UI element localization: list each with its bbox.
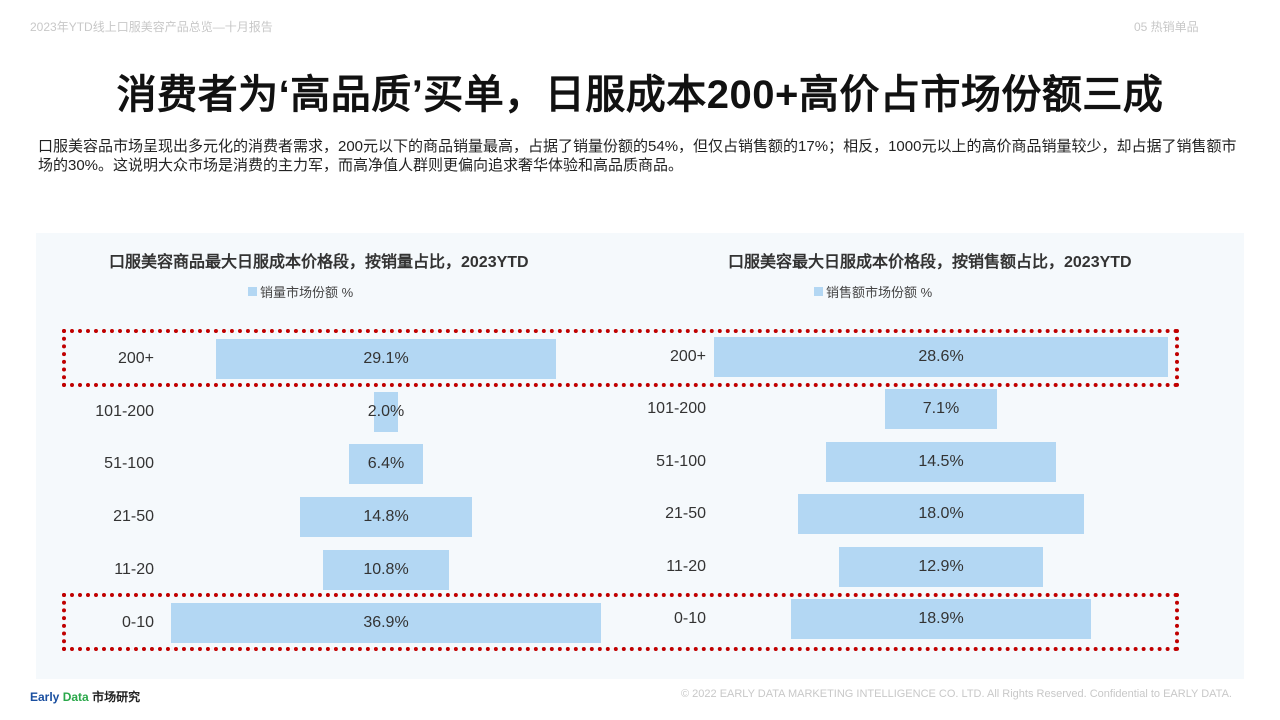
category-label: 21-50: [113, 508, 154, 526]
bar-21-50: [299, 497, 473, 538]
category-label: 11-20: [114, 560, 154, 578]
bar-0-10: [790, 599, 1091, 639]
highlight-box-200+: [62, 329, 1179, 387]
category-label: 200+: [669, 348, 706, 365]
bar-101-200: [884, 389, 998, 430]
bar-200+: [216, 339, 556, 379]
bar-51-100: [348, 444, 424, 485]
category-label: 51-100: [656, 452, 706, 470]
bar-11-20: [838, 546, 1044, 587]
section-label: 05 热销单品: [1134, 20, 1199, 34]
legend-swatch: [814, 287, 823, 296]
sales-value-chart: 口服美容最大日服成本价格段，按销售额占比，2023YTD 销售额市场份额 % 2…: [636, 233, 1244, 679]
category-label: 0-10: [673, 610, 706, 627]
report-header-title: 2023年YTD线上口服美容产品总览—十月报告: [30, 20, 273, 34]
highlight-box-0-10: [62, 592, 1179, 651]
bar-value-label: 29.1%: [363, 350, 409, 367]
sales-volume-chart: 口服美容商品最大日服成本价格段，按销量占比，2023YTD 销量市场份额 % 2…: [36, 233, 636, 679]
bar-value-label: 12.9%: [918, 557, 964, 575]
page-title: 消费者为‘高品质’买单，日服成本200+高价占市场份额三成: [116, 73, 1164, 117]
bar-value-label: 2.0%: [367, 402, 405, 420]
legend-label: 销量市场份额 %: [260, 285, 354, 300]
category-label: 21-50: [665, 505, 706, 523]
bar-value-label: 7.1%: [922, 400, 960, 418]
bar-value-label: 36.9%: [363, 613, 409, 631]
copyright-notice: © 2022 EARLY DATA MARKETING INTELLIGENCE…: [681, 688, 1232, 700]
chart-legend: 销量市场份额 %: [248, 282, 353, 301]
brand-logo: Early Data 市场研究: [30, 688, 140, 705]
category-label: 101-200: [647, 400, 706, 418]
chart-panel: 口服美容商品最大日服成本价格段，按销量占比，2023YTD 销量市场份额 % 2…: [36, 233, 1244, 679]
bar-0-10: [171, 602, 601, 643]
legend-swatch: [248, 287, 257, 296]
bar-200+: [714, 337, 1168, 377]
bar-101-200: [374, 391, 398, 432]
legend-label: 销售额市场份额 %: [826, 285, 933, 300]
page-description: 口服美容品市场呈现出多元化的消费者需求，200元以下的商品销量最高，占据了销量份…: [38, 138, 1237, 174]
bar-value-label: 18.0%: [918, 505, 964, 523]
bar-value-label: 14.5%: [918, 452, 964, 470]
chart-title: 口服美容最大日服成本价格段，按销售额占比，2023YTD: [728, 254, 1132, 271]
category-label: 11-20: [666, 557, 706, 575]
logo-cn-text: 市场研究: [92, 690, 141, 704]
chart-legend: 销售额市场份额 %: [814, 282, 932, 301]
bar-value-label: 28.6%: [918, 348, 964, 365]
bar-value-label: 10.8%: [363, 560, 409, 578]
category-label: 51-100: [104, 455, 154, 473]
bar-value-label: 18.9%: [918, 610, 964, 627]
bar-value-label: 6.4%: [367, 455, 405, 473]
bar-value-label: 14.8%: [363, 508, 409, 526]
chart-title: 口服美容商品最大日服成本价格段，按销量占比，2023YTD: [109, 254, 529, 271]
bar-11-20: [323, 549, 449, 590]
category-label: 101-200: [95, 402, 154, 420]
logo-data-text: Data: [62, 690, 89, 704]
logo-early-text: Early: [30, 690, 60, 704]
bar-21-50: [798, 494, 1084, 535]
category-label: 200+: [117, 350, 154, 367]
bar-51-100: [825, 441, 1057, 482]
category-label: 0-10: [121, 613, 154, 631]
